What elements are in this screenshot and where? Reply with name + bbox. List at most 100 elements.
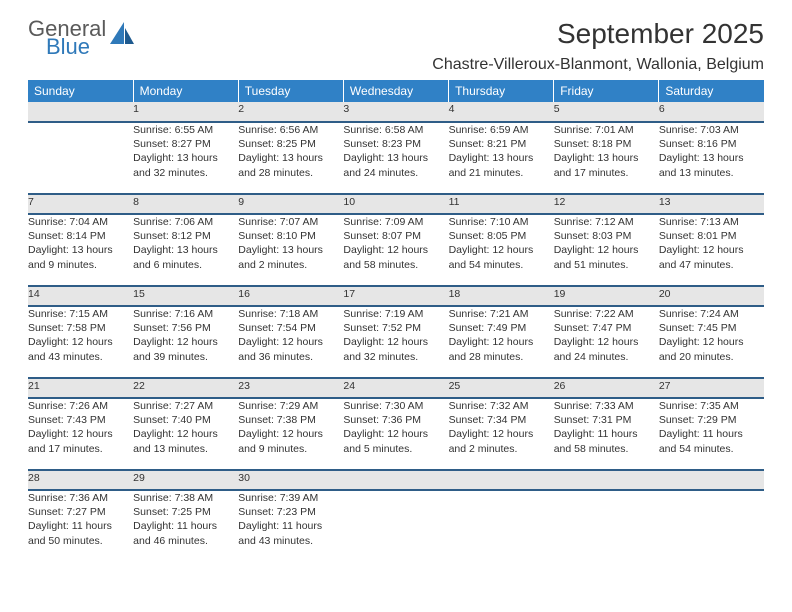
day-number-cell: 3 xyxy=(343,102,448,122)
day-info-line: and 50 minutes. xyxy=(28,534,133,548)
day-number-cell: 18 xyxy=(449,286,554,306)
day-info-line: Daylight: 12 hours xyxy=(449,427,554,441)
day-content-cell: Sunrise: 7:24 AMSunset: 7:45 PMDaylight:… xyxy=(659,306,764,378)
day-info-line: Sunrise: 7:24 AM xyxy=(659,307,764,321)
day-info-line: and 54 minutes. xyxy=(659,442,764,456)
day-content-cell xyxy=(343,490,448,562)
day-content-cell: Sunrise: 7:29 AMSunset: 7:38 PMDaylight:… xyxy=(238,398,343,470)
day-info-line: Sunset: 7:54 PM xyxy=(238,321,343,335)
day-content-cell: Sunrise: 7:30 AMSunset: 7:36 PMDaylight:… xyxy=(343,398,448,470)
day-number-row: 78910111213 xyxy=(28,194,764,214)
day-info-line: Sunset: 7:45 PM xyxy=(659,321,764,335)
day-info-line: Sunset: 7:38 PM xyxy=(238,413,343,427)
day-info-line: and 24 minutes. xyxy=(343,166,448,180)
day-number-cell: 24 xyxy=(343,378,448,398)
day-info-line: Daylight: 12 hours xyxy=(28,427,133,441)
day-info-line: and 6 minutes. xyxy=(133,258,238,272)
day-content-cell: Sunrise: 7:21 AMSunset: 7:49 PMDaylight:… xyxy=(449,306,554,378)
day-content-cell: Sunrise: 7:12 AMSunset: 8:03 PMDaylight:… xyxy=(554,214,659,286)
day-info-line: Sunset: 8:16 PM xyxy=(659,137,764,151)
day-info-line: Daylight: 12 hours xyxy=(238,427,343,441)
day-info-line: Sunrise: 7:04 AM xyxy=(28,215,133,229)
day-info-line: Sunset: 8:01 PM xyxy=(659,229,764,243)
day-content-cell xyxy=(449,490,554,562)
day-info-line: and 47 minutes. xyxy=(659,258,764,272)
day-info-line: and 39 minutes. xyxy=(133,350,238,364)
day-info-line: Sunset: 8:10 PM xyxy=(238,229,343,243)
day-content-cell: Sunrise: 6:58 AMSunset: 8:23 PMDaylight:… xyxy=(343,122,448,194)
day-info-line: Sunrise: 7:16 AM xyxy=(133,307,238,321)
day-info-line: and 58 minutes. xyxy=(343,258,448,272)
weekday-header: Thursday xyxy=(449,80,554,102)
day-content-cell: Sunrise: 6:55 AMSunset: 8:27 PMDaylight:… xyxy=(133,122,238,194)
day-info-line: Sunrise: 7:39 AM xyxy=(238,491,343,505)
day-info-line: Sunrise: 7:19 AM xyxy=(343,307,448,321)
day-number-cell xyxy=(659,470,764,490)
day-info-line: Sunrise: 7:29 AM xyxy=(238,399,343,413)
day-info-line: and 13 minutes. xyxy=(133,442,238,456)
day-content-row: Sunrise: 7:36 AMSunset: 7:27 PMDaylight:… xyxy=(28,490,764,562)
day-content-cell: Sunrise: 7:13 AMSunset: 8:01 PMDaylight:… xyxy=(659,214,764,286)
day-info-line: Daylight: 13 hours xyxy=(28,243,133,257)
day-info-line: and 32 minutes. xyxy=(133,166,238,180)
day-info-line: Sunrise: 6:56 AM xyxy=(238,123,343,137)
day-info-line: Daylight: 12 hours xyxy=(238,335,343,349)
day-number-cell: 19 xyxy=(554,286,659,306)
day-info-line: Daylight: 11 hours xyxy=(28,519,133,533)
calendar-header-row: SundayMondayTuesdayWednesdayThursdayFrid… xyxy=(28,80,764,102)
day-info-line: Sunrise: 7:21 AM xyxy=(449,307,554,321)
day-info-line: Daylight: 13 hours xyxy=(659,151,764,165)
day-number-cell: 6 xyxy=(659,102,764,122)
day-content-cell xyxy=(659,490,764,562)
day-content-cell: Sunrise: 7:09 AMSunset: 8:07 PMDaylight:… xyxy=(343,214,448,286)
day-number-cell xyxy=(28,102,133,122)
day-info-line: Sunrise: 7:07 AM xyxy=(238,215,343,229)
day-info-line: Daylight: 12 hours xyxy=(133,427,238,441)
day-content-cell: Sunrise: 7:26 AMSunset: 7:43 PMDaylight:… xyxy=(28,398,133,470)
day-info-line: Sunrise: 7:18 AM xyxy=(238,307,343,321)
brand-logo-text: General Blue xyxy=(28,18,106,58)
day-info-line: Sunset: 7:25 PM xyxy=(133,505,238,519)
day-info-line: Sunrise: 7:38 AM xyxy=(133,491,238,505)
day-number-row: 14151617181920 xyxy=(28,286,764,306)
day-info-line: Sunrise: 7:03 AM xyxy=(659,123,764,137)
day-info-line: Daylight: 12 hours xyxy=(659,335,764,349)
day-number-cell xyxy=(449,470,554,490)
day-info-line: Sunset: 8:27 PM xyxy=(133,137,238,151)
day-content-row: Sunrise: 7:04 AMSunset: 8:14 PMDaylight:… xyxy=(28,214,764,286)
day-number-cell: 1 xyxy=(133,102,238,122)
day-info-line: and 54 minutes. xyxy=(449,258,554,272)
day-content-row: Sunrise: 7:15 AMSunset: 7:58 PMDaylight:… xyxy=(28,306,764,378)
day-info-line: Daylight: 13 hours xyxy=(238,243,343,257)
day-number-cell: 28 xyxy=(28,470,133,490)
day-number-cell: 7 xyxy=(28,194,133,214)
day-info-line: Daylight: 11 hours xyxy=(554,427,659,441)
day-info-line: Sunset: 8:25 PM xyxy=(238,137,343,151)
day-info-line: Sunrise: 7:09 AM xyxy=(343,215,448,229)
day-number-cell: 13 xyxy=(659,194,764,214)
day-info-line: Sunset: 7:23 PM xyxy=(238,505,343,519)
day-info-line: Daylight: 13 hours xyxy=(133,151,238,165)
day-info-line: Sunset: 8:05 PM xyxy=(449,229,554,243)
day-info-line: and 43 minutes. xyxy=(28,350,133,364)
day-content-cell: Sunrise: 7:32 AMSunset: 7:34 PMDaylight:… xyxy=(449,398,554,470)
weekday-header: Tuesday xyxy=(238,80,343,102)
weekday-header: Friday xyxy=(554,80,659,102)
day-info-line: Sunset: 7:36 PM xyxy=(343,413,448,427)
day-number-cell: 14 xyxy=(28,286,133,306)
day-content-row: Sunrise: 6:55 AMSunset: 8:27 PMDaylight:… xyxy=(28,122,764,194)
day-number-cell: 16 xyxy=(238,286,343,306)
day-info-line: Sunrise: 7:33 AM xyxy=(554,399,659,413)
day-info-line: Sunrise: 7:22 AM xyxy=(554,307,659,321)
day-number-cell: 30 xyxy=(238,470,343,490)
brand-logo: General Blue xyxy=(28,18,136,58)
day-info-line: and 58 minutes. xyxy=(554,442,659,456)
day-info-line: Sunset: 7:29 PM xyxy=(659,413,764,427)
day-info-line: Sunrise: 7:30 AM xyxy=(343,399,448,413)
day-content-cell: Sunrise: 7:01 AMSunset: 8:18 PMDaylight:… xyxy=(554,122,659,194)
day-info-line: Sunset: 7:49 PM xyxy=(449,321,554,335)
day-info-line: and 28 minutes. xyxy=(449,350,554,364)
day-number-cell xyxy=(343,470,448,490)
day-info-line: Daylight: 11 hours xyxy=(659,427,764,441)
day-number-cell: 12 xyxy=(554,194,659,214)
